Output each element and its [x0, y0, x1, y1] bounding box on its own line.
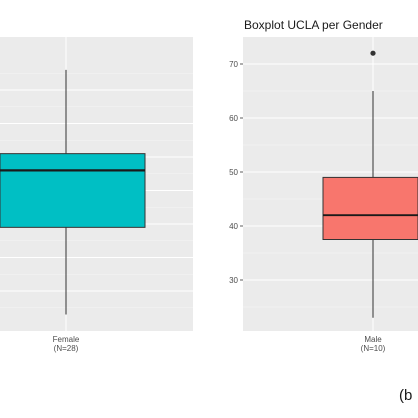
- chart-title: Boxplot UCLA per Gender: [244, 18, 383, 32]
- panel-caption: (b: [399, 387, 412, 404]
- category-n-female: (N=28): [54, 344, 79, 353]
- y-tick-label: 40: [229, 222, 238, 231]
- box-male: [322, 176, 418, 240]
- box-group-male: [322, 50, 418, 318]
- y-tick-label: 70: [229, 60, 238, 69]
- box-female: [0, 153, 146, 228]
- category-label-male: Male: [364, 335, 382, 344]
- chart-left: Female (N=28): [0, 37, 193, 353]
- category-n-male: (N=10): [361, 344, 386, 353]
- y-tick-label: 30: [229, 276, 238, 285]
- box-group-female: [0, 69, 146, 315]
- y-tick-label: 50: [229, 168, 238, 177]
- category-label-female: Female: [53, 335, 80, 344]
- y-tick-label: 60: [229, 114, 238, 123]
- outlier-point: [370, 50, 376, 56]
- y-axis-right: 30 40 50 60 70: [229, 60, 243, 285]
